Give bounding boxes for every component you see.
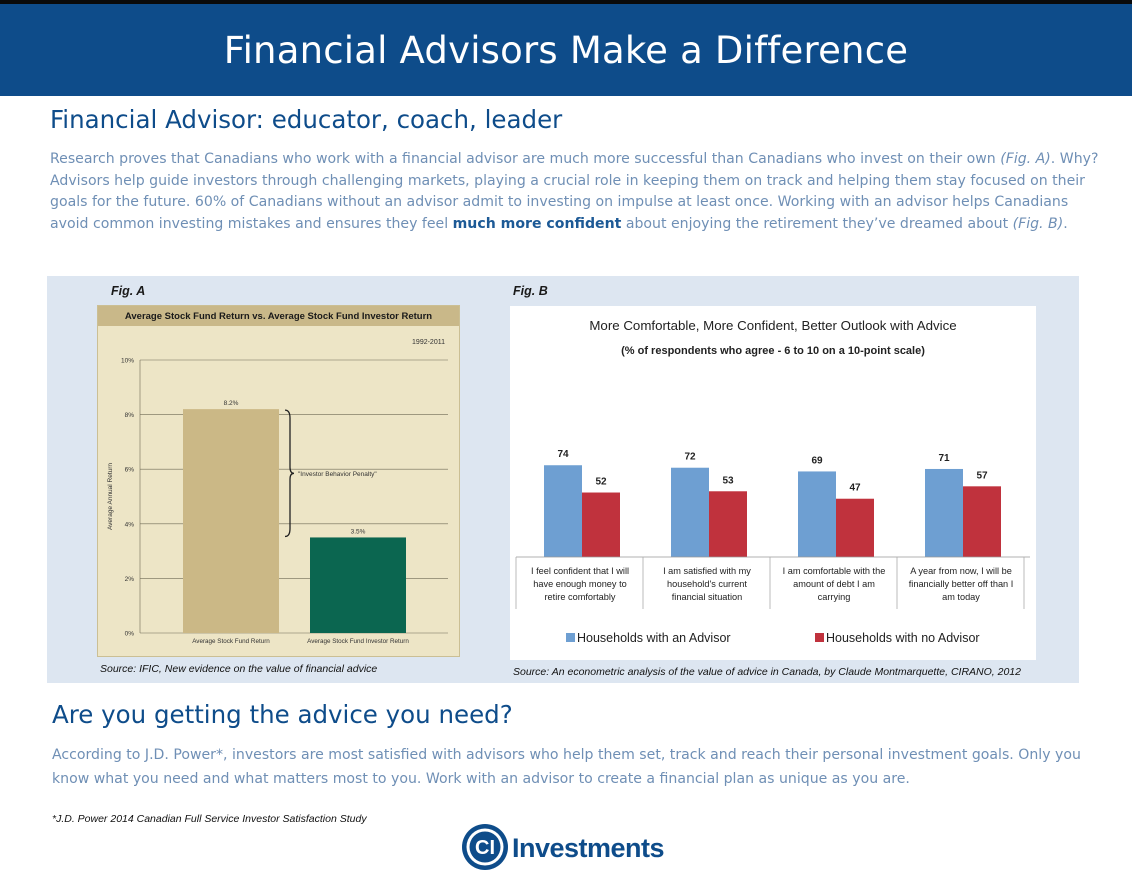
fig-a-tick-label: 0% <box>125 631 135 638</box>
fig-a-tick-label: 8% <box>125 412 135 419</box>
fig-b-bar <box>582 492 620 557</box>
fig-b-bar <box>836 498 874 557</box>
footnote: *J.D. Power 2014 Canadian Full Service I… <box>52 813 367 825</box>
fig-a-tick-label: 6% <box>125 467 135 474</box>
logo-circle-core <box>469 831 501 863</box>
fig-b-category-label: financial situation <box>672 592 742 602</box>
intro-text-2: . Why? Advisors help guide investors thr… <box>50 151 1099 232</box>
fig-b-chart-title: More Comfortable, More Confident, Better… <box>589 318 956 333</box>
fig-a-title-bar: Average Stock Fund Return vs. Average St… <box>98 306 459 326</box>
fig-b-category-label: I am satisfied with my <box>663 566 751 576</box>
fig-b-category-label: A year from now, I will be <box>910 566 1012 576</box>
fig-a-category-label: Average Stock Fund Investor Return <box>307 638 409 645</box>
fig-a-tick-label: 4% <box>125 521 135 528</box>
fig-b-bar <box>798 471 836 557</box>
fig-b-category-label: I am comfortable with the <box>783 566 886 576</box>
fig-b-category-label: household's current <box>667 579 747 589</box>
fig-a-bar <box>310 537 406 633</box>
fig-b-value-label: 69 <box>811 455 823 466</box>
intro-emphasis: much more confident <box>452 215 622 232</box>
fig-b-bar <box>963 486 1001 557</box>
fig-a-bar <box>183 409 279 633</box>
fig-a-label: Fig. A <box>111 284 146 298</box>
fig-b-label: Fig. B <box>513 284 548 298</box>
fig-a-penalty-brace <box>284 409 295 538</box>
fig-a-reference: (Fig. A) <box>1000 151 1051 167</box>
fig-b-value-label: 47 <box>849 483 861 494</box>
top-edge-bar <box>0 0 1132 4</box>
fig-b-bar <box>925 468 963 557</box>
fig-b-value-label: 71 <box>938 453 950 464</box>
fig-a-penalty-annotation: "Investor Behavior Penalty" <box>298 471 377 478</box>
fig-b-reference: (Fig. B) <box>1012 215 1064 232</box>
advice-paragraph: According to J.D. Power*, investors are … <box>52 747 1081 787</box>
fig-a-category-label: Average Stock Fund Return <box>192 638 270 645</box>
fig-b-value-label: 52 <box>595 477 607 488</box>
intro-text-3: about enjoying the retirement they’ve dr… <box>621 215 1013 232</box>
fig-a-chart: Average Stock Fund Return vs. Average St… <box>97 305 460 657</box>
fig-b-category-label: I feel confident that I will <box>531 566 629 576</box>
fig-b-source: Source: An econometric analysis of the v… <box>513 666 1021 678</box>
section-heading-advice: Are you getting the advice you need? <box>52 700 513 729</box>
fig-b-value-label: 53 <box>722 475 734 486</box>
fig-a-y-axis-label: Average Annual Return <box>107 463 114 530</box>
fig-b-plot: More Comfortable, More Confident, Better… <box>515 318 1030 645</box>
fig-b-category-label: amount of debt I am <box>793 579 875 589</box>
fig-a-plot: 1992-2011 0% 2% 4% 6% 8% 10% Average Annual Ret… <box>107 339 448 645</box>
fig-b-category-label: have enough money to <box>533 579 626 589</box>
logo-wordmark: Investments <box>512 833 664 863</box>
fig-b-category-label: carrying <box>818 592 851 602</box>
fig-b-bar <box>709 491 747 557</box>
fig-a-tick-label: 10% <box>121 358 134 365</box>
fig-b-category-label: retire comfortably <box>545 592 616 602</box>
fig-a-source: Source: IFIC, New evidence on the value … <box>100 663 378 675</box>
fig-b-bar <box>544 465 582 557</box>
fig-a-chart-title: Average Stock Fund Return vs. Average St… <box>124 310 433 322</box>
fig-a-value-label: 3.5% <box>351 528 366 535</box>
fig-b-legend-swatch <box>566 633 575 642</box>
fig-b-value-label: 57 <box>976 470 988 481</box>
fig-b-legend-label: Households with an Advisor <box>577 631 731 645</box>
intro-text-1: Research proves that Canadians who work … <box>50 151 1001 167</box>
header-banner: Financial Advisors Make a Difference <box>0 4 1132 96</box>
ci-investments-logo: CI Investments <box>462 824 665 870</box>
fig-b-chart-subtitle: (% of respondents who agree - 6 to 10 on… <box>621 345 925 357</box>
logo-mark-text: CI <box>475 837 495 859</box>
fig-b-value-label: 72 <box>684 452 696 463</box>
fig-a-value-label: 8.2% <box>224 400 239 407</box>
fig-b-category-label: am today <box>942 592 980 602</box>
fig-b-value-label: 74 <box>557 449 569 460</box>
fig-a-period: 1992-2011 <box>412 339 445 346</box>
fig-b-legend-label: Households with no Advisor <box>826 631 980 645</box>
intro-text-4: . <box>1063 215 1068 232</box>
page-title: Financial Advisors Make a Difference <box>223 28 909 72</box>
fig-a-tick-label: 2% <box>125 576 135 583</box>
section-heading-advisor-role: Financial Advisor: educator, coach, lead… <box>50 105 563 134</box>
fig-b-category-label: financially better off than I <box>909 579 1014 589</box>
intro-paragraph: Research proves that Canadians who work … <box>50 149 1100 235</box>
fig-b-chart: More Comfortable, More Confident, Better… <box>510 306 1036 660</box>
fig-b-legend-swatch <box>815 633 824 642</box>
fig-b-bar <box>671 467 709 557</box>
